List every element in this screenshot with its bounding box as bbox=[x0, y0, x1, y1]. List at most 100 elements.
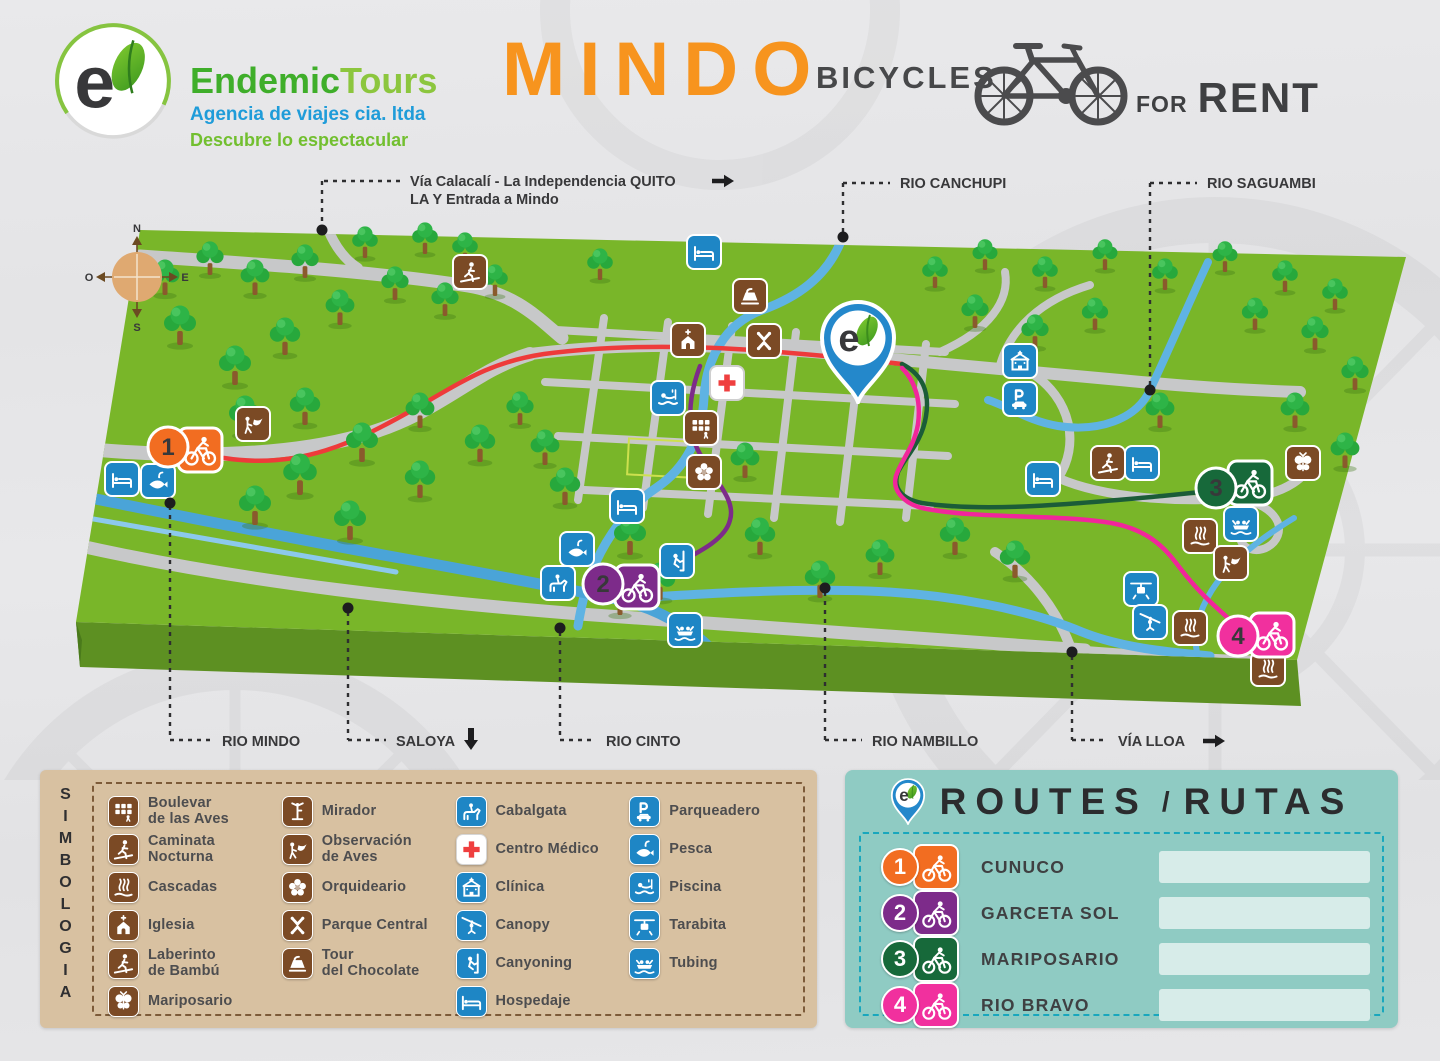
brand-tours: Tours bbox=[340, 60, 438, 101]
page-title: MINDO bbox=[502, 27, 826, 112]
legend-item-parking: Parqueadero bbox=[629, 796, 797, 827]
legend-label-line: de Aves bbox=[321, 848, 378, 865]
brand-endemic: Endemic bbox=[190, 60, 341, 101]
clinic-icon bbox=[455, 872, 487, 903]
logo-tagline: Descubre lo espectacular bbox=[190, 130, 409, 150]
cable-car-icon bbox=[629, 910, 661, 941]
legend-label: Observación de Aves bbox=[321, 833, 412, 865]
legend-item-lodging: Hospedaje bbox=[455, 986, 624, 1017]
legend-label-line: Clínica bbox=[495, 878, 545, 895]
boulevard-map-icon bbox=[683, 410, 719, 446]
route-name: MARIPOSARIO bbox=[981, 948, 1120, 969]
lodging-map-icon bbox=[609, 488, 645, 524]
for-rent-label: FOR RENT bbox=[1136, 74, 1320, 122]
bicycle-icon bbox=[974, 43, 1128, 126]
logo-letter: e bbox=[74, 41, 115, 123]
fishing-map-icon bbox=[559, 531, 595, 567]
legend-label-line: Tour bbox=[321, 947, 354, 963]
routes-pin-icon bbox=[890, 778, 926, 825]
night-walk-icon bbox=[108, 834, 139, 865]
legend-label-line: Centro Médico bbox=[495, 840, 599, 857]
routes-panel: ROUTES / RUTAS 1 CUNUCO 2 GARCETA SOL 3 MARIP… bbox=[845, 770, 1398, 1028]
legend-label-line: del Chocolate bbox=[321, 962, 420, 979]
legend-label: Centro Médico bbox=[495, 840, 599, 858]
route-marker-3: 3 bbox=[1194, 459, 1274, 510]
logo-subtitle: Agencia de viajes cia. ltda bbox=[190, 104, 426, 125]
birdwatching-icon bbox=[281, 834, 313, 865]
label-rio-canchupi: RIO CANCHUPI bbox=[900, 176, 1006, 192]
central-park-map-icon bbox=[746, 323, 782, 359]
rent-label: RENT bbox=[1197, 74, 1320, 121]
legend-label-line: Canopy bbox=[495, 916, 550, 933]
legend-label: Orquideario bbox=[322, 879, 406, 896]
legend-label: Mariposario bbox=[148, 993, 232, 1010]
legend-label-line: Piscina bbox=[669, 878, 722, 895]
tubing-map-icon bbox=[1223, 506, 1259, 542]
legend-label-line: Laberinto bbox=[148, 947, 216, 963]
waterfall-map-icon bbox=[1182, 518, 1218, 554]
legend-item-boulevard-of-birds: Boulevar de las Aves bbox=[108, 795, 276, 827]
lodging-map-icon bbox=[1124, 445, 1160, 481]
orchid-garden-icon bbox=[281, 872, 313, 903]
compass-s: S bbox=[133, 322, 140, 334]
horseback-map-icon bbox=[540, 565, 576, 601]
legend-column-1: Boulevar de las Aves Caminata Nocturna Casca… bbox=[108, 795, 276, 1017]
route-line-cunuco bbox=[221, 344, 905, 463]
lodging-map-icon bbox=[686, 234, 722, 270]
birdwatching-map-icon bbox=[1213, 545, 1249, 581]
central-park-icon bbox=[281, 910, 313, 941]
route-name: RIO BRAVO bbox=[981, 994, 1090, 1015]
legend-item-fishing: Pesca bbox=[629, 834, 797, 865]
legend-item-medical-center: Centro Médico bbox=[455, 834, 624, 865]
fishing-map-icon bbox=[140, 463, 176, 499]
arrow-saloya-icon bbox=[464, 728, 478, 750]
legend-label: Iglesia bbox=[148, 917, 195, 934]
legend-item-butterfly-garden: Mariposario bbox=[108, 986, 276, 1017]
legend-label: Caminata Nocturna bbox=[148, 833, 215, 865]
legend-item-waterfalls: Cascadas bbox=[108, 872, 276, 903]
route-marker-number: 1 bbox=[161, 434, 174, 461]
route-line-rio-bravo bbox=[892, 365, 1231, 621]
legend-label: Boulevar de las Aves bbox=[148, 795, 229, 827]
legend-item-cable-car: Tarabita bbox=[629, 910, 797, 941]
legend-label-line: de las Aves bbox=[148, 810, 229, 827]
tubing-icon bbox=[629, 948, 661, 979]
routes-title-es: RUTAS bbox=[1183, 780, 1354, 822]
birdwatching-map-icon bbox=[235, 406, 271, 442]
legend-label: Pesca bbox=[669, 841, 712, 858]
route-badge-1: 1 bbox=[881, 844, 961, 890]
church-map-icon bbox=[670, 322, 706, 358]
compass-n: N bbox=[133, 223, 141, 235]
legend-grid: Boulevar de las Aves Caminata Nocturna Casca… bbox=[92, 782, 805, 1017]
legend-item-birdwatching: Observación de Aves bbox=[281, 833, 450, 865]
map-block: 1 2 3 4 N S E O bbox=[76, 174, 1406, 750]
lodging-map-icon bbox=[104, 461, 140, 497]
pool-map-icon bbox=[650, 380, 686, 416]
label-rio-cinto: RIO CINTO bbox=[606, 734, 681, 750]
legend-label: Laberinto de Bambú bbox=[148, 947, 220, 979]
tubing-map-icon bbox=[667, 612, 703, 648]
for-label: FOR bbox=[1136, 91, 1188, 117]
clinic-map-icon bbox=[1002, 343, 1038, 379]
route-marker-number: 3 bbox=[1209, 475, 1222, 502]
canopy-icon bbox=[455, 910, 487, 941]
route-bike-icon bbox=[913, 982, 959, 1028]
butterfly-garden-map-icon bbox=[1285, 445, 1321, 481]
legend-label-line: Observación bbox=[321, 833, 412, 849]
legend-label: Cascadas bbox=[148, 879, 217, 896]
parking-map-icon bbox=[1002, 381, 1038, 417]
legend-label-line: Tarabita bbox=[669, 916, 727, 933]
legend-column-2: Mirador Observación de Aves Orquideario Parq… bbox=[281, 796, 450, 1006]
legend-label-line: Boulevar bbox=[148, 795, 212, 811]
legend-column-4: Parqueadero Pesca Piscina Tarabita Tubing bbox=[629, 796, 797, 1006]
waterfalls-icon bbox=[108, 872, 139, 903]
route-markers: 1 2 3 4 bbox=[146, 425, 1296, 659]
cable-car-map-icon bbox=[1123, 571, 1159, 607]
route-marker-number: 4 bbox=[1231, 623, 1245, 650]
legend-label-line: Nocturna bbox=[148, 848, 214, 865]
legend-item-pool: Piscina bbox=[629, 872, 797, 903]
bamboo-maze-icon bbox=[108, 948, 139, 979]
medical-center-map-icon bbox=[709, 365, 745, 401]
canopy-map-icon bbox=[1132, 604, 1168, 640]
legend-item-night-walk: Caminata Nocturna bbox=[108, 833, 276, 865]
